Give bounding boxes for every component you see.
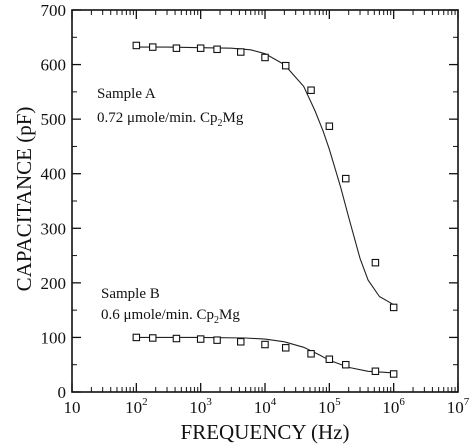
data-point-series-2 xyxy=(196,335,205,343)
y-tick-label: 100 xyxy=(41,328,67,347)
fit-line-series-1 xyxy=(136,46,394,306)
annotation-sample-a-line1: Sample A xyxy=(97,86,156,102)
annotation-sample-a-line2: 0.72 μmole/min. Cp2Mg xyxy=(97,110,244,129)
data-point-series-0 xyxy=(172,44,181,52)
data-point-series-2 xyxy=(172,334,181,343)
data-point-series-2 xyxy=(149,334,157,342)
x-tick-label-exponent: 7 xyxy=(464,396,470,408)
x-tick-label-base: 10 xyxy=(254,398,271,417)
x-tick-label-base: 10 xyxy=(125,398,142,417)
y-tick-label: 500 xyxy=(41,110,67,129)
annotation-sample-b-text: 0.6 μmole/min. Cp xyxy=(101,307,214,323)
annotation-sample-b-suffix: Mg xyxy=(219,307,240,323)
plot-frame xyxy=(71,9,459,393)
x-tick-label-base: 10 xyxy=(318,398,335,417)
data-point-series-0 xyxy=(307,86,315,94)
y-tick-label: 200 xyxy=(41,274,67,293)
x-tick-label-exponent: 5 xyxy=(335,396,341,408)
x-tick-label: 102 xyxy=(125,396,148,417)
data-point-series-2 xyxy=(307,350,315,358)
data-point-series-2 xyxy=(237,338,245,346)
data-point-series-2 xyxy=(325,355,334,364)
x-tick-label: 10 xyxy=(64,398,81,417)
annotation-sample-b: Sample B 0.6 μmole/min. Cp2Mg xyxy=(101,286,240,326)
data-point-series-0 xyxy=(132,41,141,50)
fit-lines xyxy=(136,46,394,374)
x-tick-label-base: 10 xyxy=(189,398,206,417)
x-tick-label: 107 xyxy=(447,396,470,417)
x-axis-ticks: 10 102 103 104 105 106 107 xyxy=(64,10,470,417)
x-tick-label: 103 xyxy=(189,396,212,417)
annotation-sample-a-text: 0.72 μmole/min. Cp xyxy=(97,110,218,126)
data-point-series-0 xyxy=(213,45,221,54)
data-point-series-0 xyxy=(237,48,245,56)
y-tick-label: 700 xyxy=(41,1,67,20)
x-axis-title: FREQUENCY (Hz) xyxy=(181,420,350,444)
y-tick-label: 300 xyxy=(41,219,67,238)
x-tick-label-exponent: 3 xyxy=(206,396,212,408)
y-tick-label: 600 xyxy=(41,56,67,75)
y-axis-ticks: 0 100 200 300 400 500 600 700 xyxy=(41,1,458,402)
y-axis-title: CAPACITANCE (pF) xyxy=(12,107,36,292)
y-tick-label: 0 xyxy=(58,383,67,402)
x-tick-label-base: 10 xyxy=(64,398,81,417)
plot-frame-border xyxy=(71,9,459,393)
x-tick-label-base: 10 xyxy=(447,398,464,417)
data-point-series-0 xyxy=(281,61,290,70)
x-tick-label-exponent: 4 xyxy=(271,396,277,408)
data-point-series-0 xyxy=(325,122,334,130)
data-point-series-0 xyxy=(371,258,380,267)
annotation-sample-b-line1: Sample B xyxy=(101,286,160,302)
data-point-series-2 xyxy=(281,344,290,352)
data-point-series-2 xyxy=(132,333,141,342)
data-point-series-0 xyxy=(261,53,269,62)
data-point-series-2 xyxy=(342,360,350,369)
x-tick-label: 105 xyxy=(318,396,341,417)
fit-line-series-3 xyxy=(136,336,394,374)
data-points xyxy=(132,41,398,378)
annotation-sample-a-subscript: 2 xyxy=(218,118,223,129)
data-point-series-2 xyxy=(389,370,398,378)
data-point-series-2 xyxy=(213,336,221,344)
data-point-series-0 xyxy=(149,43,157,51)
annotation-sample-a-suffix: Mg xyxy=(223,110,244,126)
annotation-sample-b-line2: 0.6 μmole/min. Cp2Mg xyxy=(101,307,240,326)
x-tick-label: 106 xyxy=(382,396,405,417)
x-tick-label-exponent: 6 xyxy=(399,396,405,408)
data-point-series-0 xyxy=(196,44,205,52)
y-tick-label: 400 xyxy=(41,165,67,184)
x-tick-label-exponent: 2 xyxy=(142,396,148,408)
x-tick-label-base: 10 xyxy=(382,398,399,417)
data-point-series-2 xyxy=(371,367,380,376)
data-point-series-0 xyxy=(342,174,350,183)
data-point-series-0 xyxy=(389,303,398,312)
x-tick-label: 104 xyxy=(254,396,277,417)
annotation-sample-a: Sample A 0.72 μmole/min. Cp2Mg xyxy=(97,86,244,129)
annotation-sample-b-subscript: 2 xyxy=(214,315,219,326)
data-point-series-2 xyxy=(261,340,269,349)
